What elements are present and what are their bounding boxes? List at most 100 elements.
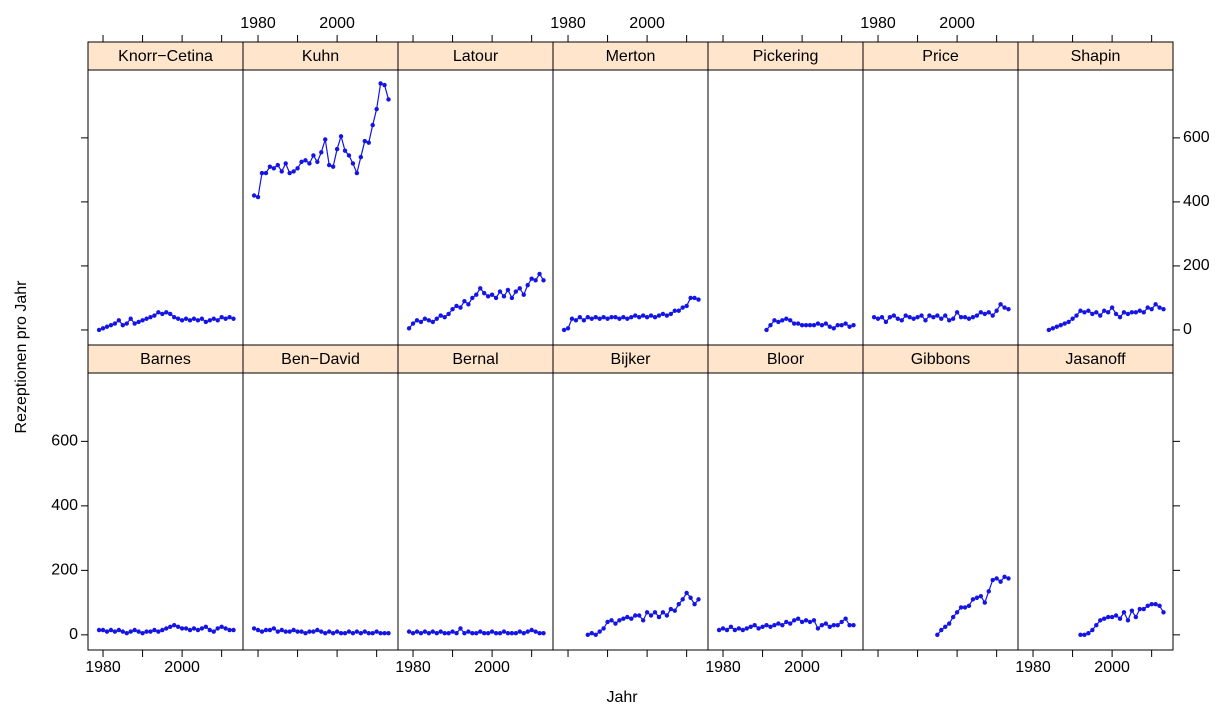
data-point	[255, 627, 261, 633]
data-point	[1098, 618, 1103, 623]
strip-label: Kuhn	[302, 48, 339, 65]
y-axis-label: Rezeptionen pro Jahr	[13, 280, 30, 434]
data-point	[140, 318, 145, 323]
data-point	[128, 316, 133, 321]
data-point	[839, 322, 844, 328]
data-point	[1129, 310, 1135, 315]
data-point	[636, 314, 642, 320]
data-point	[326, 629, 332, 634]
data-point	[462, 631, 467, 636]
data-point	[581, 318, 587, 323]
data-point	[1109, 614, 1115, 620]
data-point	[780, 622, 785, 628]
data-point	[1078, 632, 1083, 638]
data-point	[688, 295, 693, 301]
data-point	[410, 631, 416, 636]
data-point	[315, 159, 320, 165]
y-tick-label: 400	[1183, 193, 1210, 210]
data-point	[251, 626, 257, 631]
data-point	[211, 629, 216, 634]
data-point	[152, 313, 157, 318]
y-tick-label: 0	[1183, 321, 1192, 338]
data-point	[950, 316, 956, 321]
data-point	[684, 590, 689, 596]
data-point	[1006, 306, 1011, 312]
data-point	[156, 310, 161, 315]
data-point	[478, 286, 483, 291]
data-point	[291, 169, 296, 174]
data-point	[148, 629, 153, 634]
data-point	[724, 627, 730, 633]
data-point	[454, 303, 459, 309]
data-point	[374, 629, 379, 634]
data-point	[195, 318, 201, 323]
data-point	[593, 314, 598, 320]
data-point	[732, 627, 738, 633]
data-point	[811, 322, 817, 328]
x-tick-label: 1980	[85, 659, 121, 676]
data-point	[1109, 305, 1115, 310]
x-tick-label: 2000	[474, 659, 510, 676]
data-point	[879, 314, 885, 320]
data-point	[617, 618, 622, 623]
data-point	[1094, 622, 1099, 628]
data-point	[819, 622, 825, 628]
data-point	[434, 631, 439, 636]
data-point	[827, 324, 832, 329]
data-point	[386, 631, 391, 636]
data-point	[676, 602, 681, 607]
data-point	[223, 626, 228, 631]
data-point	[370, 122, 375, 128]
data-point	[108, 627, 114, 633]
data-point	[100, 326, 106, 331]
data-point	[780, 318, 785, 323]
data-point	[342, 631, 348, 636]
data-point	[660, 610, 666, 615]
data-point	[470, 631, 475, 636]
data-point	[772, 622, 777, 628]
data-point	[899, 318, 904, 323]
data-point	[104, 324, 110, 329]
data-point	[326, 162, 332, 168]
data-point	[696, 597, 701, 602]
data-point	[895, 316, 900, 321]
data-point	[633, 313, 638, 318]
data-point	[966, 603, 972, 609]
data-point	[1117, 314, 1123, 320]
data-point	[537, 271, 542, 277]
data-point	[223, 316, 228, 321]
x-tick-label: 1980	[705, 659, 741, 676]
data-point	[791, 321, 797, 326]
data-point	[136, 629, 141, 634]
data-point	[426, 318, 432, 323]
data-point	[183, 316, 189, 321]
data-point	[1002, 574, 1007, 579]
data-point	[136, 319, 141, 325]
data-point	[481, 631, 487, 636]
data-point	[191, 316, 197, 321]
data-point	[1137, 606, 1142, 612]
data-point	[1058, 322, 1063, 328]
data-point	[116, 318, 122, 323]
data-point	[648, 313, 654, 318]
data-point	[652, 610, 658, 615]
data-point	[505, 631, 511, 636]
panel	[1017, 372, 1174, 651]
data-point	[684, 303, 689, 309]
data-point	[346, 629, 352, 634]
data-point	[255, 194, 261, 200]
data-point	[629, 314, 634, 320]
data-point	[573, 318, 579, 323]
data-point	[640, 618, 646, 623]
data-point	[561, 327, 567, 333]
data-point	[338, 631, 344, 636]
data-point	[939, 316, 944, 321]
data-point	[366, 140, 371, 145]
data-point	[756, 626, 761, 631]
data-point	[835, 622, 840, 628]
data-point	[740, 627, 745, 633]
data-point	[362, 629, 367, 634]
data-point	[470, 295, 475, 301]
data-point	[354, 629, 360, 634]
data-point	[279, 169, 284, 174]
